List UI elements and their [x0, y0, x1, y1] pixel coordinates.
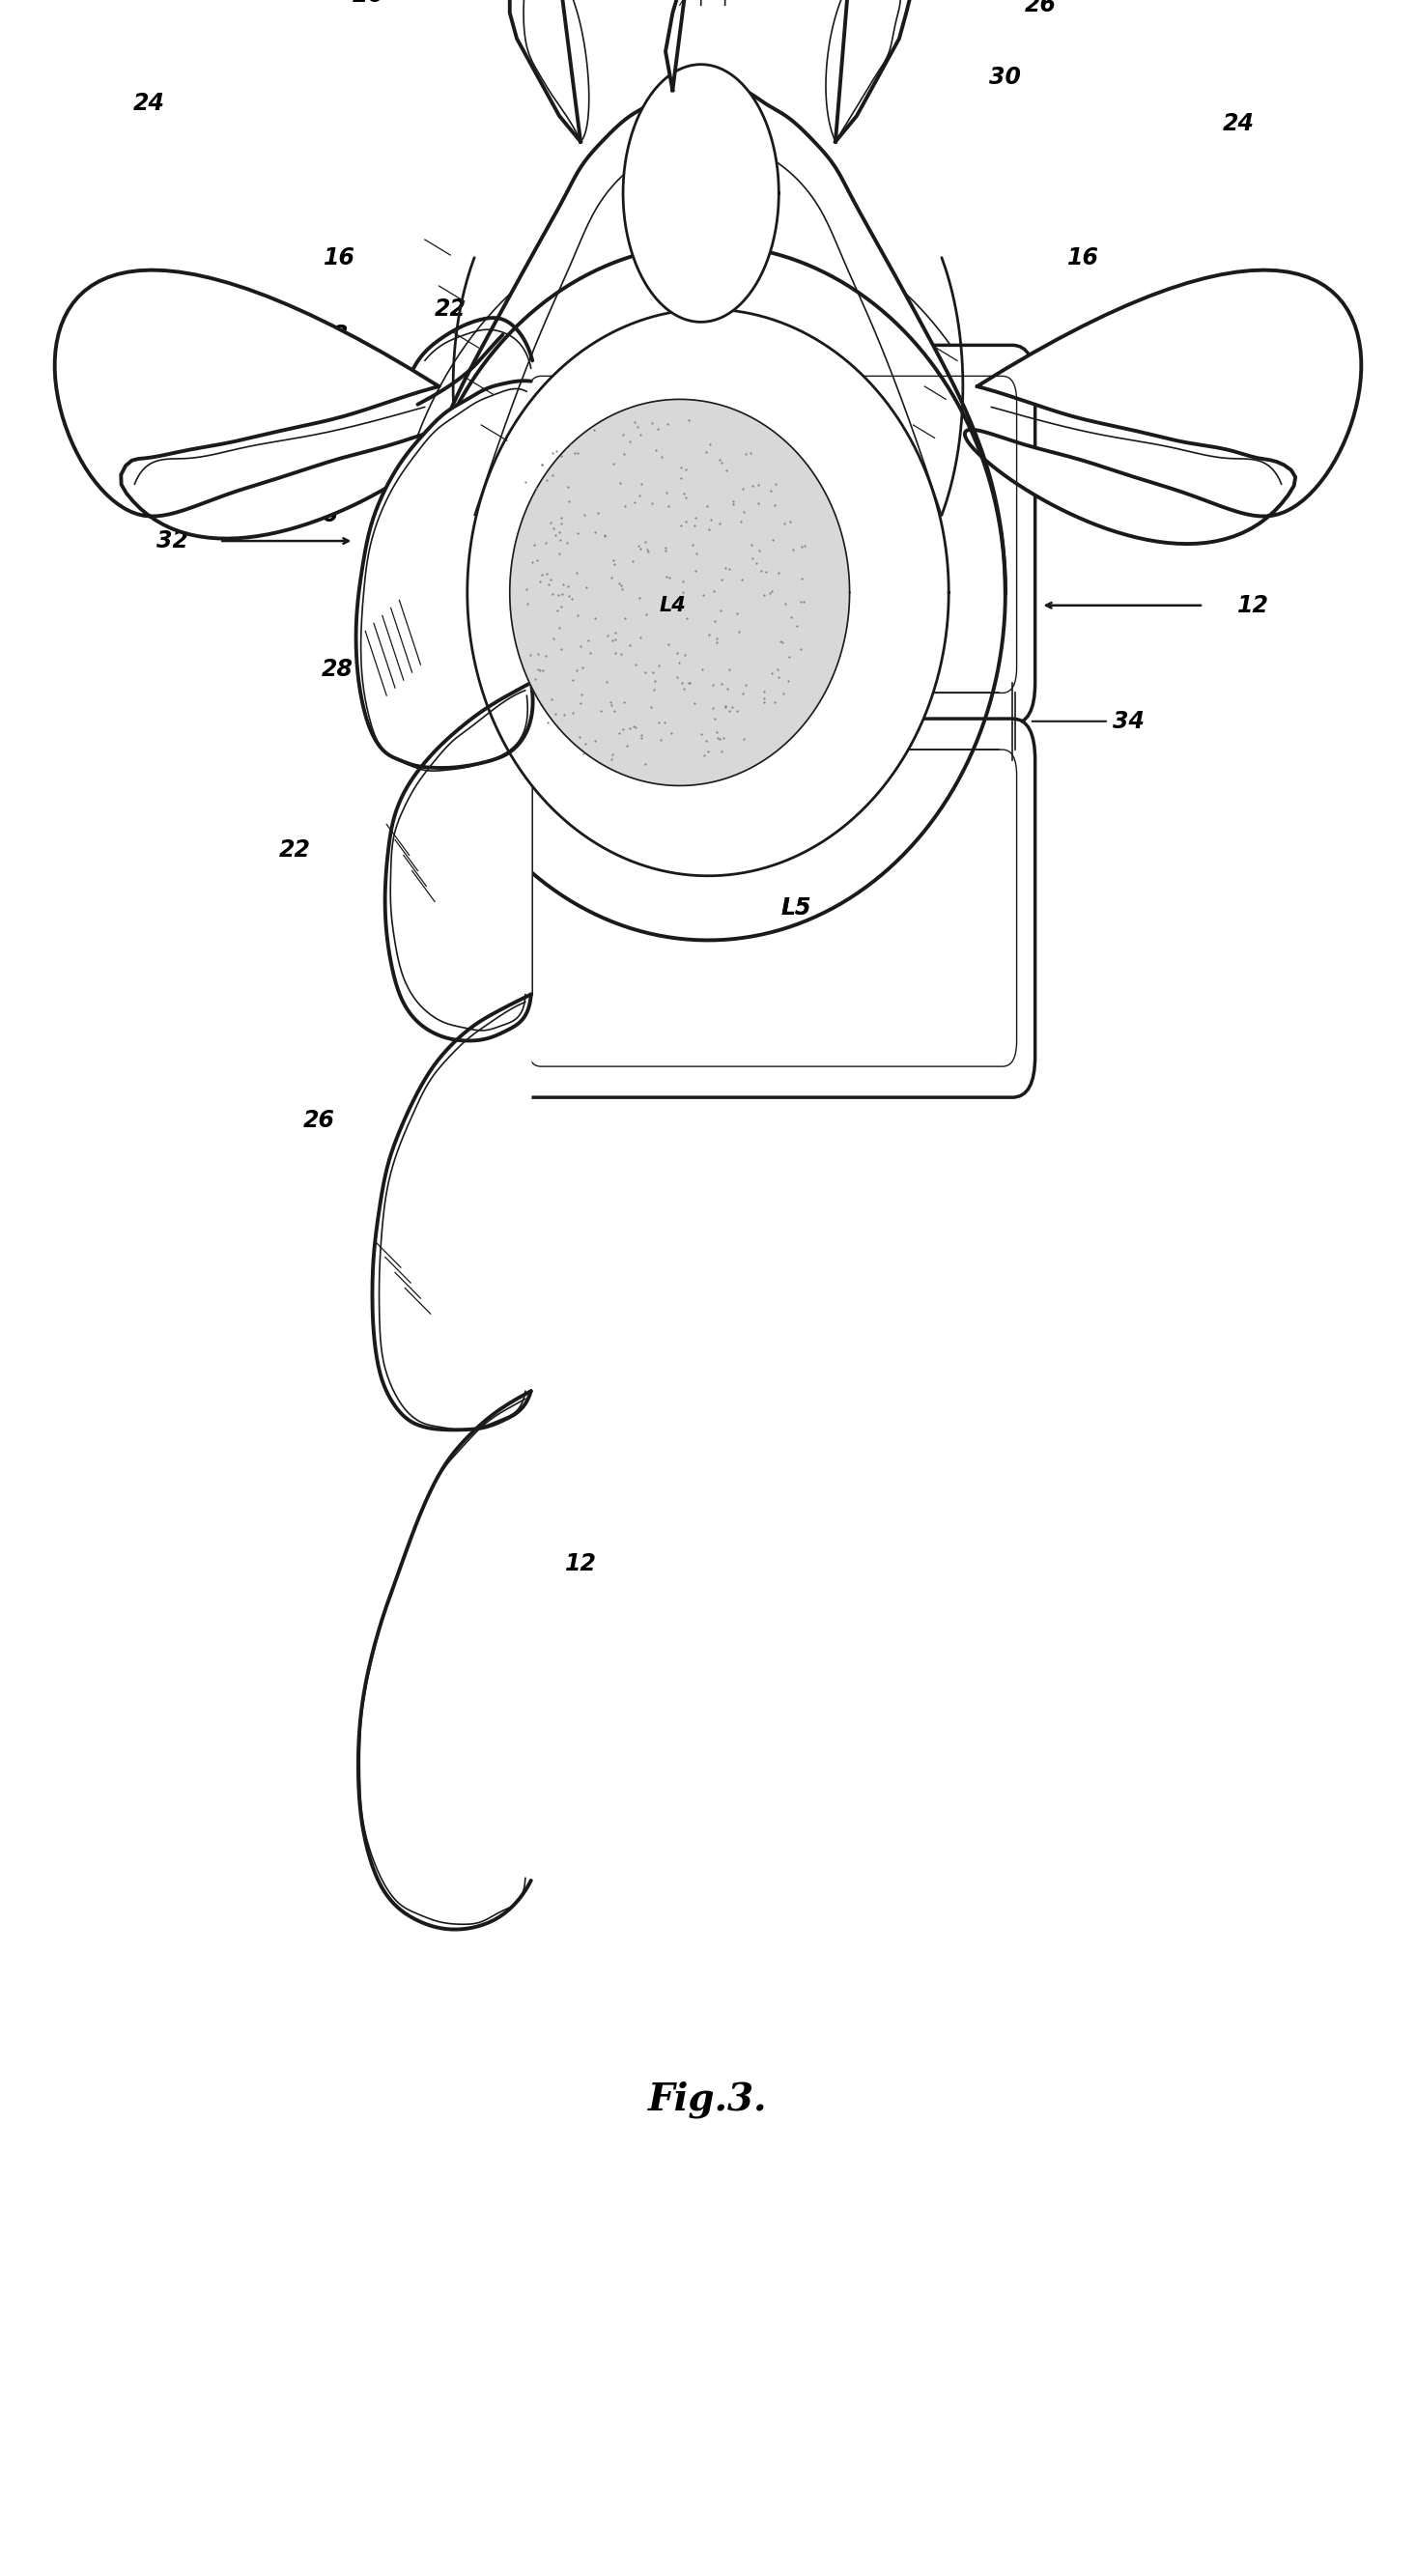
Text: Fig. 2.: Fig. 2.	[641, 974, 775, 1010]
Text: 24: 24	[1223, 113, 1255, 134]
Text: L4: L4	[780, 523, 811, 546]
Polygon shape	[358, 1391, 531, 1929]
Text: 28: 28	[321, 659, 353, 680]
Polygon shape	[355, 381, 532, 768]
Text: 32: 32	[157, 531, 188, 551]
Polygon shape	[385, 683, 531, 1041]
Text: L4: L4	[660, 595, 685, 616]
Text: 26: 26	[307, 505, 338, 526]
Text: 31: 31	[402, 1638, 433, 1659]
Text: 12: 12	[565, 1553, 596, 1574]
Text: 22: 22	[279, 840, 310, 860]
Polygon shape	[411, 88, 1005, 592]
Text: 30: 30	[990, 67, 1021, 88]
Polygon shape	[372, 994, 531, 1430]
Polygon shape	[666, 0, 750, 90]
Text: L5: L5	[780, 896, 811, 920]
Text: 22: 22	[435, 299, 466, 319]
Text: 34: 34	[1113, 711, 1144, 732]
Text: 16: 16	[324, 247, 355, 268]
Text: Fig.3.: Fig.3.	[649, 2081, 767, 2117]
Polygon shape	[55, 270, 452, 538]
Text: 16: 16	[1068, 247, 1099, 268]
Text: L4: L4	[780, 523, 811, 546]
Polygon shape	[835, 0, 913, 142]
Polygon shape	[467, 309, 949, 876]
Text: 12: 12	[579, 307, 610, 327]
Text: 18: 18	[317, 325, 348, 345]
Polygon shape	[623, 64, 779, 322]
Text: 12: 12	[1238, 595, 1269, 616]
FancyBboxPatch shape	[508, 345, 1035, 724]
Polygon shape	[510, 399, 850, 786]
Polygon shape	[411, 245, 1005, 940]
Polygon shape	[964, 270, 1361, 544]
Text: 26: 26	[353, 0, 384, 5]
Polygon shape	[510, 0, 581, 142]
Text: 26: 26	[303, 1110, 334, 1131]
Text: 24: 24	[133, 93, 164, 113]
Text: 28: 28	[487, 1535, 518, 1556]
Text: 14: 14	[721, 827, 752, 848]
Polygon shape	[545, 693, 998, 750]
FancyBboxPatch shape	[508, 719, 1035, 1097]
Text: 26: 26	[1025, 0, 1056, 15]
Text: L5: L5	[780, 896, 811, 920]
